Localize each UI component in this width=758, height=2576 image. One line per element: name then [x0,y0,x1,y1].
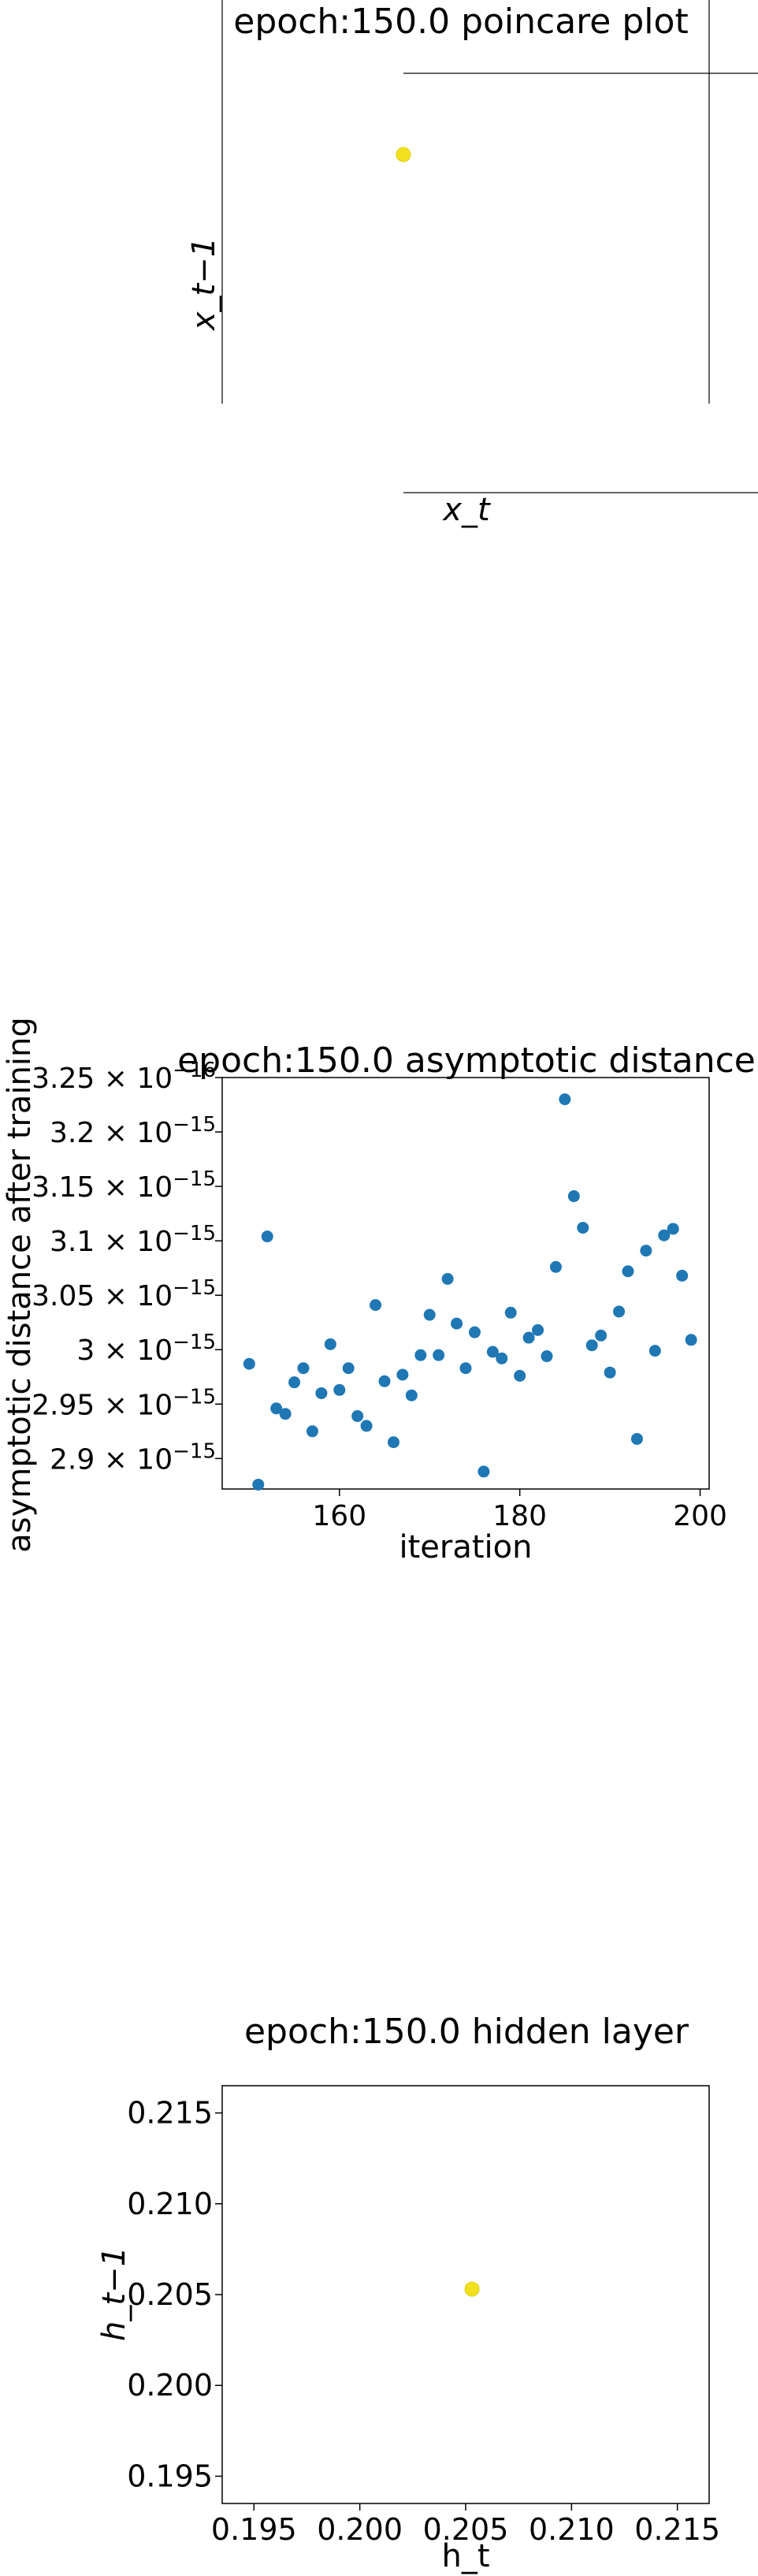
asymptotic-xlabel: iteration [399,1529,533,1565]
asymptotic-x-tick-label: 200 [673,1500,727,1532]
asymptotic-data-point [622,1265,634,1278]
asymptotic-data-point [333,1383,346,1396]
asymptotic-data-point [640,1245,652,1257]
hidden-y-tick-label: 0.205 [127,2277,213,2312]
asymptotic-x-tick-label: 180 [492,1500,547,1532]
asymptotic-plot-frame [221,1077,710,1490]
asymptotic-data-point [477,1465,490,1478]
asymptotic-data-point [360,1420,373,1432]
asymptotic-data-point [378,1375,391,1387]
asymptotic-data-point [306,1425,318,1438]
asymptotic-data-point [315,1387,328,1399]
hidden-x-tick-label: 0.210 [529,2512,615,2547]
asymptotic-y-tick-label: 3.25 × 10−16 [32,1059,216,1095]
hidden-title: epoch:150.0 hidden layer [244,2012,689,2052]
asymptotic-data-point [342,1362,355,1375]
asymptotic-data-point [504,1306,517,1319]
asymptotic-data-point [541,1350,553,1363]
asymptotic-data-point [559,1093,571,1106]
asymptotic-data-point [396,1368,409,1381]
asymptotic-data-point [270,1402,283,1415]
asymptotic-data-point [613,1305,626,1318]
asymptotic-data-point [685,1334,697,1346]
asymptotic-data-point [585,1339,598,1352]
hidden-layer-chart: epoch:150.0 hidden layer 0.195 0.200 0.205… [96,2012,720,2574]
asymptotic-data-point [496,1352,508,1364]
hidden-points [464,2281,480,2297]
asymptotic-chart: epoch:150.0 asymptotic distance 2.9 × 10… [2,1017,756,1565]
asymptotic-y-tick-label: 2.95 × 10−15 [32,1385,216,1421]
asymptotic-data-point [243,1357,255,1370]
hidden-y-tick-label: 0.200 [127,2368,213,2403]
hidden-x-tick-label: 0.195 [211,2512,297,2547]
asymptotic-data-point [370,1299,382,1312]
asymptotic-data-point [441,1272,454,1285]
asymptotic-y-tick-label: 3.15 × 10−15 [32,1167,216,1204]
hidden-y-ticks: 0.195 0.200 0.205 0.210 0.215 [127,2096,222,2493]
asymptotic-y-tick-label: 3.2 × 10−15 [50,1113,216,1149]
asymptotic-y-tick-label: 2.9 × 10−15 [50,1439,216,1476]
poincare-xlabel: x_t [441,492,491,528]
poincare-title: epoch:150.0 poincare plot [233,2,688,42]
asymptotic-data-point [532,1323,544,1336]
asymptotic-data-point [549,1260,562,1273]
asymptotic-data-point [351,1409,364,1422]
asymptotic-data-point [433,1349,445,1361]
asymptotic-data-point [451,1317,463,1330]
hidden-plot-frame [221,2085,710,2504]
asymptotic-data-point [261,1230,273,1243]
hidden-x-ticks: 0.195 0.200 0.205 0.210 0.215 [211,2503,720,2547]
asymptotic-x-tick-label: 160 [312,1500,366,1532]
asymptotic-data-point [387,1436,399,1449]
asymptotic-data-point [486,1346,499,1358]
asymptotic-data-point [658,1229,671,1241]
asymptotic-x-ticks: 160 180 200 [312,1489,727,1532]
hidden-ylabel: h_t−1 [96,2247,132,2341]
asymptotic-y-tick-label: 3.1 × 10−15 [50,1222,216,1258]
asymptotic-data-point [468,1326,481,1338]
asymptotic-data-point [252,1478,265,1491]
asymptotic-data-point [577,1222,589,1234]
asymptotic-data-point [604,1366,616,1379]
asymptotic-y-tick-label: 3.05 × 10−15 [32,1276,216,1312]
asymptotic-data-point [676,1269,689,1282]
asymptotic-data-point [297,1362,310,1375]
asymptotic-data-point [514,1369,526,1382]
asymptotic-data-point [279,1408,292,1420]
asymptotic-data-point [405,1389,418,1402]
asymptotic-data-point [667,1223,679,1235]
asymptotic-ylabel: asymptotic distance after training [2,1017,38,1553]
asymptotic-data-point [648,1345,661,1357]
hidden-x-tick-label: 0.200 [317,2512,403,2547]
asymptotic-data-point [459,1362,472,1375]
asymptotic-y-tick-label: 3 × 10−15 [76,1331,216,1367]
poincare-chart: epoch:150.0 poincare plot x_t−1 x_t [186,0,758,528]
hidden-x-tick-label: 0.215 [634,2512,720,2547]
hidden-y-tick-label: 0.215 [127,2096,213,2131]
asymptotic-data-point [595,1329,608,1342]
asymptotic-data-point [522,1331,535,1344]
asymptotic-data-point [567,1190,580,1203]
poincare-point [396,147,411,162]
asymptotic-data-point [630,1432,643,1445]
asymptotic-y-ticks: 2.9 × 10−15 2.95 × 10−15 3 × 10−15 3.05 × 1… [32,1059,222,1476]
asymptotic-data-point [324,1338,336,1350]
hidden-y-tick-label: 0.195 [127,2459,213,2493]
asymptotic-points [243,1093,697,1491]
asymptotic-data-point [288,1376,301,1389]
poincare-ylabel: x_t−1 [186,237,222,332]
asymptotic-data-point [423,1308,436,1321]
hidden-y-tick-label: 0.210 [127,2187,213,2221]
asymptotic-data-point [414,1349,427,1361]
hidden-x-tick-label: 0.205 [423,2512,509,2547]
hidden-data-point [464,2281,480,2297]
hidden-xlabel: h_t [441,2538,489,2574]
asymptotic-title: epoch:150.0 asymptotic distance [177,1040,756,1081]
